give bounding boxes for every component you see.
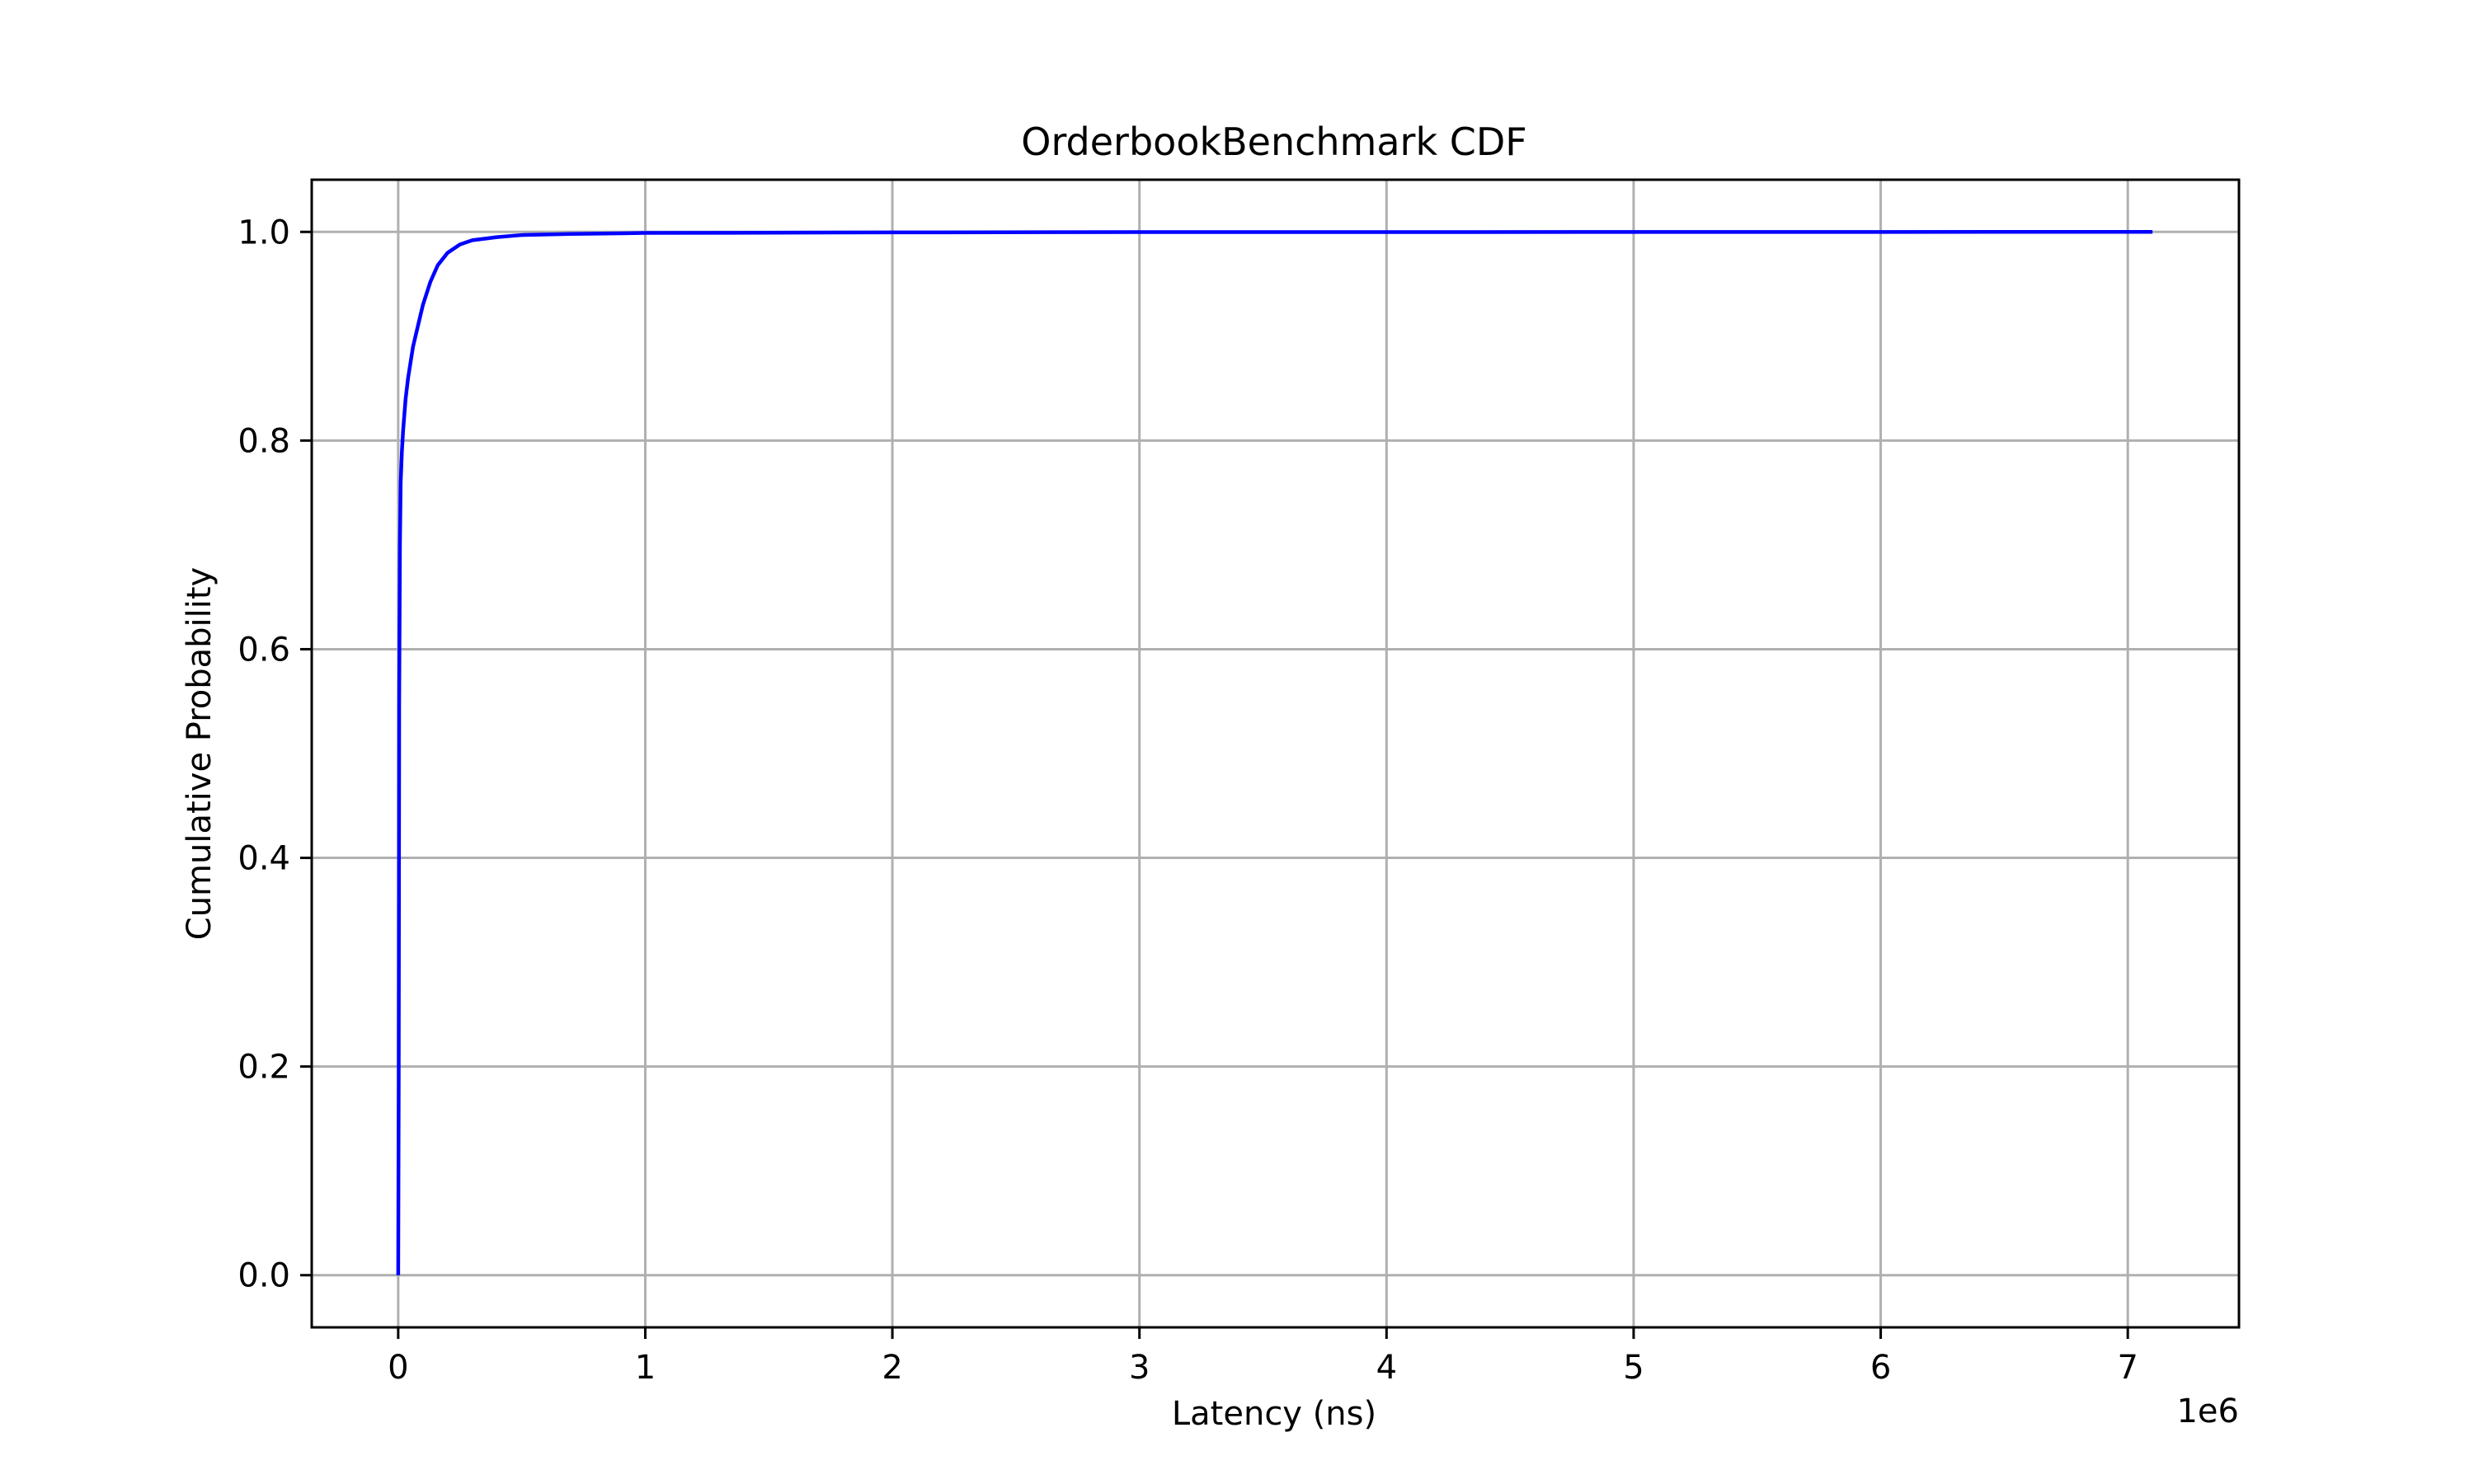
cdf-series-line [396,230,2153,1275]
tick-layer: 0 1 2 3 4 5 6 7 0.0 0.2 0.4 0.6 0.8 1.0 [238,214,2138,1387]
y-tick-label: 0.0 [238,1257,290,1295]
y-tick-label: 0.4 [238,840,290,878]
y-axis-label: Cumulative Probability [181,567,219,940]
series-layer [396,230,2153,1275]
y-tick-label: 0.8 [238,422,290,460]
y-tick-label: 0.2 [238,1049,290,1087]
x-tick-label: 3 [1129,1349,1150,1387]
x-tick-label: 5 [1623,1349,1644,1387]
x-tick-label: 7 [2117,1349,2138,1387]
x-axis-label: Latency (ns) [1172,1395,1376,1433]
x-axis-offset-label: 1e6 [2176,1392,2239,1430]
y-tick-label: 1.0 [238,214,290,251]
x-tick-label: 4 [1376,1349,1397,1387]
x-tick-label: 0 [388,1349,408,1387]
axes-frame [310,178,2241,1329]
x-tick-label: 6 [1870,1349,1891,1387]
y-tick-label: 0.6 [238,631,290,669]
chart-title: OrderbookBenchmark CDF [1021,120,1526,164]
x-tick-label: 1 [635,1349,656,1387]
x-tick-label: 2 [882,1349,902,1387]
